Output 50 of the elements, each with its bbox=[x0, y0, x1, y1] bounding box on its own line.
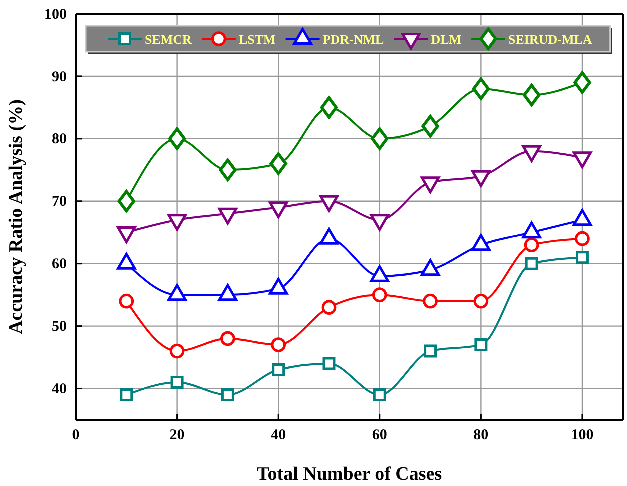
y-axis-title: Accuracy Ratio Analysis (%) bbox=[6, 100, 27, 334]
point bbox=[371, 128, 389, 150]
point bbox=[474, 294, 489, 309]
x-tick-label: 60 bbox=[372, 428, 388, 444]
point bbox=[424, 344, 438, 358]
point bbox=[120, 388, 134, 402]
point bbox=[170, 376, 184, 390]
point bbox=[575, 231, 590, 246]
legend-label: LSTM bbox=[238, 32, 276, 47]
point bbox=[472, 78, 490, 100]
point bbox=[523, 84, 541, 106]
point bbox=[219, 158, 237, 182]
y-tick-label: 70 bbox=[52, 194, 67, 210]
point bbox=[372, 288, 388, 302]
point bbox=[576, 251, 589, 264]
legend-label: SEIRUD-MLA bbox=[508, 32, 593, 47]
point bbox=[168, 128, 186, 150]
x-tick-label: 20 bbox=[170, 428, 185, 444]
point bbox=[220, 331, 236, 346]
x-tick-label: 100 bbox=[571, 428, 594, 444]
point bbox=[118, 190, 136, 213]
x-tick-label: 80 bbox=[474, 428, 489, 444]
y-tick-label: 90 bbox=[52, 69, 67, 86]
point bbox=[525, 257, 538, 270]
point bbox=[524, 238, 540, 253]
legend-label: PDR-NML bbox=[322, 32, 384, 47]
point bbox=[320, 96, 338, 119]
point bbox=[422, 115, 440, 138]
point bbox=[574, 72, 592, 94]
y-tick-label: 100 bbox=[44, 6, 67, 23]
legend-label: DLM bbox=[431, 32, 462, 47]
y-tick-label: 60 bbox=[52, 256, 67, 273]
point bbox=[119, 294, 134, 309]
legend-label: SEMCR bbox=[145, 32, 193, 47]
y-tick-label: 50 bbox=[52, 319, 67, 336]
y-tick-label: 40 bbox=[52, 382, 67, 398]
x-tick-label: 40 bbox=[271, 428, 286, 444]
point bbox=[322, 357, 336, 370]
point bbox=[322, 300, 337, 315]
point bbox=[423, 294, 438, 309]
point bbox=[474, 338, 488, 352]
x-tick-label: 0 bbox=[72, 428, 80, 444]
point bbox=[170, 344, 185, 359]
point bbox=[272, 364, 286, 377]
point bbox=[373, 388, 386, 402]
x-axis-title: Total Number of Cases bbox=[256, 464, 442, 485]
point bbox=[270, 152, 288, 176]
point bbox=[271, 338, 286, 352]
y-tick-label: 80 bbox=[52, 132, 67, 148]
point bbox=[221, 388, 234, 402]
